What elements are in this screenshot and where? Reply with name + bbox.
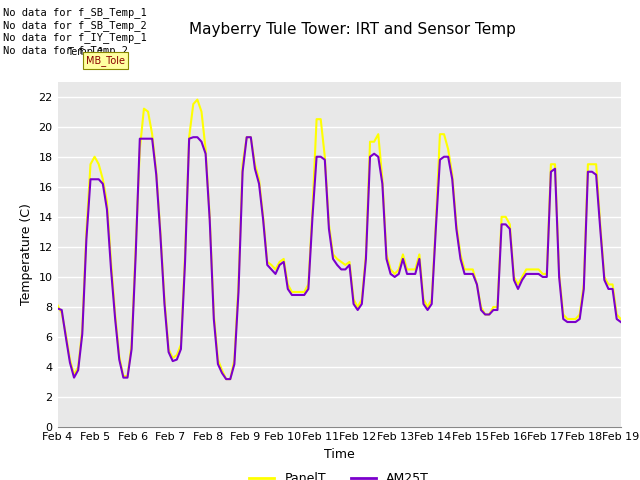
Text: MB_Tole: MB_Tole bbox=[86, 55, 125, 66]
Legend: PanelT, AM25T: PanelT, AM25T bbox=[244, 467, 434, 480]
X-axis label: Time: Time bbox=[324, 448, 355, 461]
Text: No data for f_SB_Temp_1
No data for f_SB_Temp_2
No data for f_IY_Temp_1
No data : No data for f_SB_Temp_1 No data for f_SB… bbox=[3, 7, 147, 56]
Text: Mayberry Tule Tower: IRT and Sensor Temp: Mayberry Tule Tower: IRT and Sensor Temp bbox=[189, 22, 515, 36]
Text: Temp_1: Temp_1 bbox=[67, 46, 104, 57]
Y-axis label: Temperature (C): Temperature (C) bbox=[20, 204, 33, 305]
